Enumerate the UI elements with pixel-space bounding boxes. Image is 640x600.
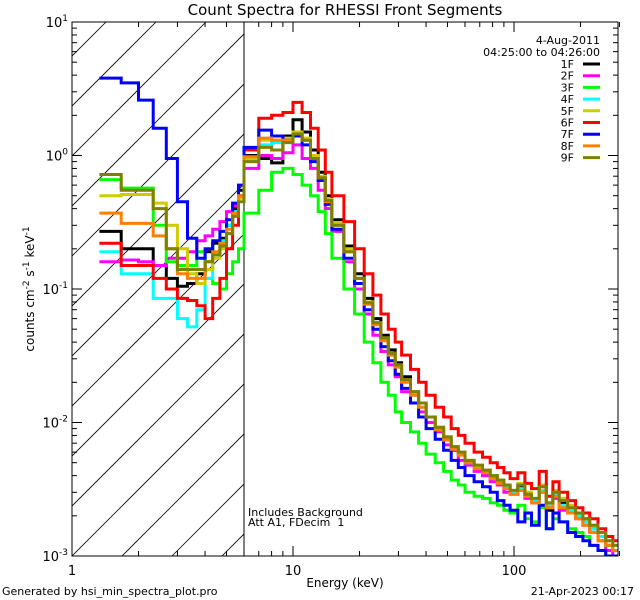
hatch-line — [72, 83, 244, 257]
series-group — [99, 76, 618, 556]
series-3F — [99, 166, 618, 556]
x-tick-label: 1 — [68, 564, 76, 579]
hatched-region — [0, 22, 640, 556]
legend-label-8F: 8F — [561, 140, 574, 153]
hatch-line — [221, 533, 244, 556]
y-tick-label: 100 — [46, 148, 69, 165]
legend-time-range: 04:25:00 to 04:26:00 — [483, 46, 600, 59]
annotation-background: Includes Background — [248, 506, 363, 519]
hatch-line — [72, 133, 244, 307]
hatch-line — [72, 233, 244, 407]
chart-title: Count Spectra for RHESSI Front Segments — [188, 1, 503, 19]
footer-timestamp: 21-Apr-2023 00:17 — [531, 585, 634, 598]
legend-label-2F: 2F — [561, 70, 574, 83]
series-6F — [99, 100, 618, 543]
series-9F — [99, 132, 618, 547]
y-axis — [72, 27, 618, 557]
x-axis — [71, 22, 620, 556]
legend-date: 4-Aug-2011 — [536, 34, 600, 47]
hatch-line — [0, 22, 6, 556]
annotation-attenuator: Att A1, FDecim 1 — [248, 516, 344, 529]
hatch-line — [72, 283, 244, 457]
legend-label-5F: 5F — [561, 105, 574, 118]
legend-label-1F: 1F — [561, 58, 574, 71]
hatch-line — [72, 383, 244, 556]
legend-label-7F: 7F — [561, 128, 574, 141]
y-tick-label: 10-2 — [42, 415, 68, 432]
y-tick-label: 10-1 — [42, 281, 68, 298]
hatch-line — [72, 33, 244, 207]
legend-label-9F: 9F — [561, 152, 574, 165]
legend-label-6F: 6F — [561, 117, 574, 130]
hatch-line — [622, 22, 640, 556]
y-tick-label: 101 — [46, 14, 68, 31]
y-tick-labels: 101 100 10-1 10-2 10-3 — [42, 14, 68, 565]
legend-label-4F: 4F — [561, 93, 574, 106]
hatch-line — [72, 22, 207, 157]
footer-generated-by: Generated by hsi_min_spectra_plot.pro — [2, 585, 218, 598]
hatch-line — [572, 22, 640, 556]
y-tick-label: 10-3 — [42, 548, 68, 565]
x-tick-label: 100 — [502, 564, 527, 579]
hatch-line — [72, 183, 244, 357]
hatch-line — [272, 22, 640, 556]
legend-label-3F: 3F — [561, 81, 574, 94]
hatch-line — [422, 22, 640, 556]
x-axis-label: Energy (keV) — [306, 576, 383, 590]
x-tick-label: 10 — [285, 564, 302, 579]
y-axis-label: counts cm-2 s-1 keV-1 — [22, 226, 37, 351]
hatch-line — [372, 22, 640, 556]
hatch-line — [72, 333, 244, 507]
hatch-line — [121, 433, 244, 556]
